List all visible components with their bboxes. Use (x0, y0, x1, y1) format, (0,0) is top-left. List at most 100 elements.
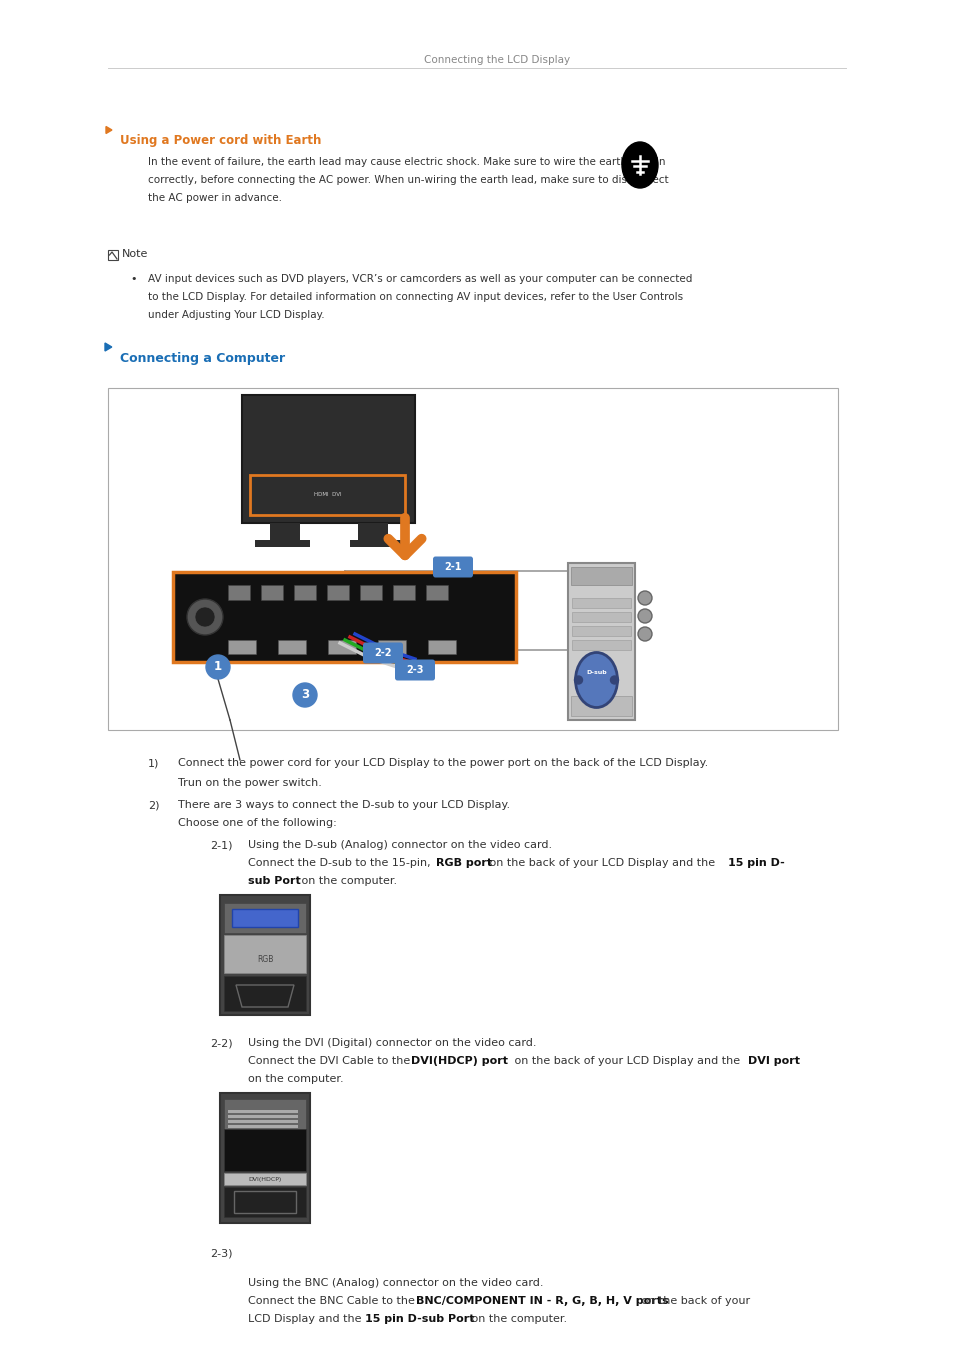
Bar (242, 394, 415, 523)
Text: LCD Display and the: LCD Display and the (248, 1315, 365, 1324)
Polygon shape (106, 127, 112, 134)
Bar (220, 1093, 310, 1223)
Text: 2-1: 2-1 (444, 562, 461, 571)
Ellipse shape (621, 142, 658, 188)
Bar (294, 585, 315, 600)
Text: Using the DVI (Digital) connector on the video card.: Using the DVI (Digital) connector on the… (248, 1038, 536, 1048)
Bar (270, 523, 299, 540)
Bar (228, 1125, 297, 1128)
Circle shape (638, 609, 651, 623)
Bar (277, 640, 306, 654)
Text: on the back of your: on the back of your (638, 1296, 749, 1306)
Text: Trun on the power switch.: Trun on the power switch. (178, 778, 321, 788)
Text: DVI port: DVI port (747, 1056, 800, 1066)
Bar (224, 1098, 306, 1131)
Text: 2-3): 2-3) (210, 1248, 233, 1258)
Text: on the computer.: on the computer. (468, 1315, 566, 1324)
Bar (250, 476, 405, 515)
Text: on the computer.: on the computer. (297, 875, 396, 886)
Text: sub Port: sub Port (248, 875, 300, 886)
Text: on the computer.: on the computer. (248, 1074, 343, 1084)
Text: 15 pin D-sub Port: 15 pin D-sub Port (365, 1315, 474, 1324)
Bar (572, 640, 630, 650)
Circle shape (293, 684, 316, 707)
Text: 2-3: 2-3 (406, 665, 423, 676)
Bar (571, 567, 631, 585)
Text: Connect the D-sub to the 15-pin,: Connect the D-sub to the 15-pin, (248, 858, 434, 867)
Bar (228, 1120, 297, 1123)
Bar (567, 563, 635, 720)
Text: BNC/COMPONENT IN - R, G, B, H, V ports: BNC/COMPONENT IN - R, G, B, H, V ports (416, 1296, 668, 1306)
Polygon shape (105, 343, 112, 351)
Text: Using the BNC (Analog) connector on the video card.: Using the BNC (Analog) connector on the … (248, 1278, 543, 1288)
Bar (233, 1192, 295, 1213)
Bar (377, 640, 406, 654)
Text: DVI(HDCP): DVI(HDCP) (248, 1178, 281, 1182)
Circle shape (194, 607, 214, 627)
Ellipse shape (575, 653, 617, 708)
Circle shape (574, 676, 582, 684)
Bar (172, 571, 516, 662)
FancyBboxPatch shape (363, 643, 402, 663)
Text: 1): 1) (148, 758, 159, 767)
Text: to the LCD Display. For detailed information on connecting AV input devices, ref: to the LCD Display. For detailed informa… (148, 292, 682, 303)
Bar (261, 585, 283, 600)
Bar (224, 1173, 306, 1185)
Text: Note: Note (122, 249, 149, 259)
Bar (571, 696, 631, 716)
FancyArrowPatch shape (388, 517, 421, 555)
Bar (224, 1188, 306, 1217)
Text: Connect the BNC Cable to the: Connect the BNC Cable to the (248, 1296, 418, 1306)
Bar (224, 902, 306, 934)
Text: RGB port: RGB port (436, 858, 492, 867)
Text: on the back of your LCD Display and the: on the back of your LCD Display and the (511, 1056, 742, 1066)
Bar (426, 585, 448, 600)
Bar (328, 640, 355, 654)
Bar (232, 909, 297, 927)
Bar (572, 612, 630, 621)
Bar (108, 388, 837, 730)
Text: 1: 1 (213, 661, 222, 674)
Text: Connecting a Computer: Connecting a Computer (120, 353, 285, 365)
Text: 15 pin D-: 15 pin D- (727, 858, 784, 867)
Text: under Adjusting Your LCD Display.: under Adjusting Your LCD Display. (148, 309, 324, 320)
Bar (228, 1115, 297, 1119)
Bar (572, 626, 630, 636)
Text: D-sub: D-sub (585, 670, 606, 674)
Text: Using a Power cord with Earth: Using a Power cord with Earth (120, 134, 321, 147)
Text: There are 3 ways to connect the D-sub to your LCD Display.: There are 3 ways to connect the D-sub to… (178, 800, 510, 811)
Text: DVI(HDCP) port: DVI(HDCP) port (411, 1056, 507, 1066)
Circle shape (610, 676, 618, 684)
Bar (224, 935, 306, 973)
Bar (359, 585, 381, 600)
Text: Choose one of the following:: Choose one of the following: (178, 817, 336, 828)
Bar (428, 640, 456, 654)
Text: 2-2): 2-2) (210, 1038, 233, 1048)
Text: Connect the power cord for your LCD Display to the power port on the back of the: Connect the power cord for your LCD Disp… (178, 758, 707, 767)
Text: HDMI  DVI: HDMI DVI (314, 493, 341, 497)
FancyBboxPatch shape (395, 659, 435, 681)
FancyBboxPatch shape (433, 557, 473, 577)
Text: RGB: RGB (256, 955, 273, 965)
Bar (393, 585, 415, 600)
Text: Connect the DVI Cable to the: Connect the DVI Cable to the (248, 1056, 414, 1066)
Bar (228, 585, 250, 600)
Bar (220, 894, 310, 1015)
Text: Using the D-sub (Analog) connector on the video card.: Using the D-sub (Analog) connector on th… (248, 840, 552, 850)
Text: Connecting the LCD Display: Connecting the LCD Display (423, 55, 570, 65)
Bar (224, 975, 306, 1011)
Text: 2): 2) (148, 800, 159, 811)
Text: the AC power in advance.: the AC power in advance. (148, 193, 282, 203)
Circle shape (638, 590, 651, 605)
Circle shape (187, 598, 223, 635)
Bar (327, 585, 349, 600)
Bar (224, 1129, 306, 1171)
Circle shape (206, 655, 230, 680)
Text: on the back of your LCD Display and the: on the back of your LCD Display and the (485, 858, 718, 867)
Text: In the event of failure, the earth lead may cause electric shock. Make sure to w: In the event of failure, the earth lead … (148, 157, 665, 168)
Text: 3: 3 (300, 689, 309, 701)
Bar (572, 598, 630, 608)
Text: AV input devices such as DVD players, VCR’s or camcorders as well as your comput: AV input devices such as DVD players, VC… (148, 274, 692, 284)
Bar (357, 523, 388, 540)
Text: 2-2: 2-2 (374, 648, 392, 658)
